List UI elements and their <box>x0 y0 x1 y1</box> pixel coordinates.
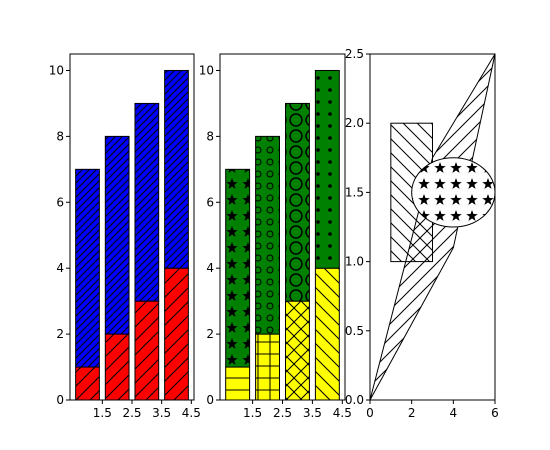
x-tick-label: 3.5 <box>303 406 322 420</box>
bar-segment <box>104 135 130 335</box>
x-tick-label: 2 <box>408 406 416 420</box>
bar-segment <box>225 366 251 401</box>
ellipse-patch <box>411 157 496 228</box>
bar-segment <box>314 267 340 401</box>
bar-segment <box>284 300 310 401</box>
x-tick-label: 0 <box>366 406 374 420</box>
x-tick-label: 2.5 <box>273 406 292 420</box>
x-tick-label: 2.5 <box>122 406 141 420</box>
x-tick-label: 3.5 <box>152 406 171 420</box>
bar-segment <box>284 102 310 302</box>
y-tick-label: 10 <box>199 63 214 77</box>
y-tick-label: 8 <box>206 129 214 143</box>
y-tick-label: 1.0 <box>345 255 364 269</box>
bar-segment <box>225 168 251 368</box>
bar-segment <box>255 333 281 401</box>
y-tick-label: 0 <box>206 393 214 407</box>
y-tick-label: 8 <box>56 129 64 143</box>
bar-segment <box>134 300 160 401</box>
y-tick-label: 6 <box>56 195 64 209</box>
bar-segment <box>134 102 160 302</box>
x-tick-label: 1.5 <box>243 406 262 420</box>
x-tick-label: 4 <box>450 406 458 420</box>
y-tick-label: 0 <box>56 393 64 407</box>
bar-segment <box>75 366 100 401</box>
y-tick-label: 2.5 <box>345 47 364 61</box>
y-tick-label: 2.0 <box>345 116 364 130</box>
y-tick-label: 6 <box>206 195 214 209</box>
x-tick-label: 4.5 <box>182 406 201 420</box>
bar-segment <box>164 69 189 269</box>
bar-segment <box>104 333 130 401</box>
x-tick-label: 4.5 <box>333 406 352 420</box>
bar-segment <box>314 69 340 269</box>
x-tick-label: 1.5 <box>93 406 112 420</box>
y-tick-label: 2 <box>206 327 214 341</box>
y-tick-label: 2 <box>56 327 64 341</box>
y-tick-label: 0.5 <box>345 324 364 338</box>
y-tick-label: 0.0 <box>345 393 364 407</box>
y-tick-label: 4 <box>206 261 214 275</box>
subplot: 1.5 2.5 3.5 4.5 0 2 4 6 8 10 <box>199 53 352 420</box>
bar-segment <box>255 135 281 335</box>
x-tick-label: 6 <box>491 406 499 420</box>
subplot: 1.5 2.5 3.5 4.5 0 2 4 6 8 10 <box>49 53 201 420</box>
y-tick-label: 10 <box>49 63 64 77</box>
y-tick-label: 1.5 <box>345 185 364 199</box>
subplot: 0 2 4 6 0.0 0.5 1.0 1.5 2.0 2.5 <box>345 47 499 420</box>
bar-segment <box>164 267 189 401</box>
y-tick-label: 4 <box>56 261 64 275</box>
bar-segment <box>75 168 100 368</box>
axes-frame <box>369 53 496 401</box>
